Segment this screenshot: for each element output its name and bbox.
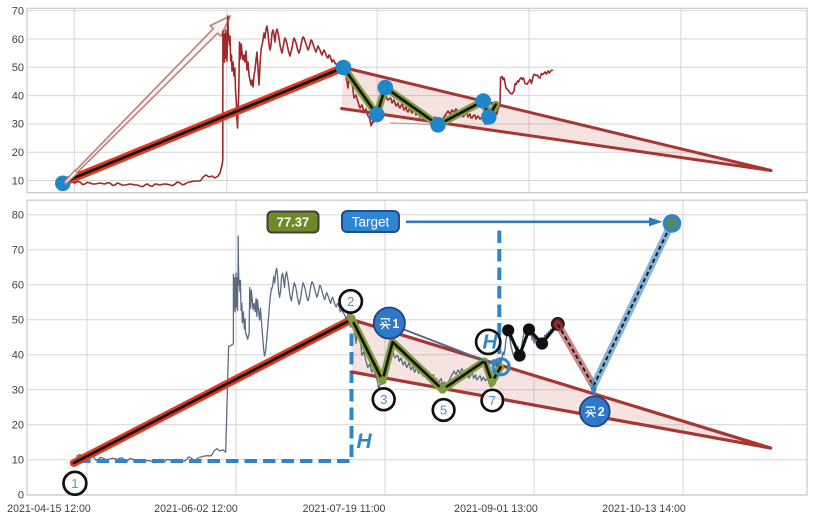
svg-text:60: 60 bbox=[12, 280, 24, 292]
svg-text:40: 40 bbox=[12, 90, 24, 102]
svg-text:2021-07-19 11:00: 2021-07-19 11:00 bbox=[303, 503, 386, 515]
svg-text:80: 80 bbox=[12, 210, 24, 222]
svg-text:2: 2 bbox=[598, 405, 605, 419]
svg-text:7: 7 bbox=[489, 393, 496, 408]
svg-text:60: 60 bbox=[12, 34, 24, 46]
svg-text:H: H bbox=[357, 430, 373, 453]
svg-text:H: H bbox=[483, 331, 499, 354]
svg-text:2021-06-02 12:00: 2021-06-02 12:00 bbox=[154, 503, 238, 515]
svg-text:50: 50 bbox=[12, 315, 24, 327]
svg-text:2021-09-01 13:00: 2021-09-01 13:00 bbox=[454, 503, 538, 515]
svg-text:0: 0 bbox=[18, 490, 24, 502]
svg-text:3: 3 bbox=[380, 392, 387, 407]
svg-text:Target: Target bbox=[352, 215, 390, 230]
svg-text:77.37: 77.37 bbox=[277, 215, 310, 230]
svg-text:2: 2 bbox=[347, 294, 354, 309]
svg-text:10: 10 bbox=[12, 175, 24, 187]
svg-text:40: 40 bbox=[12, 350, 24, 362]
svg-text:5: 5 bbox=[440, 403, 447, 418]
svg-text:70: 70 bbox=[12, 6, 24, 18]
svg-text:20: 20 bbox=[12, 147, 24, 159]
svg-text:70: 70 bbox=[12, 245, 24, 257]
svg-text:1: 1 bbox=[392, 317, 399, 331]
svg-text:50: 50 bbox=[12, 62, 24, 74]
svg-text:30: 30 bbox=[12, 385, 24, 397]
svg-text:2021-04-15 12:00: 2021-04-15 12:00 bbox=[7, 503, 91, 515]
svg-text:2021-10-13 14:00: 2021-10-13 14:00 bbox=[602, 503, 686, 515]
svg-text:1: 1 bbox=[71, 476, 78, 491]
svg-text:10: 10 bbox=[12, 455, 24, 467]
svg-text:30: 30 bbox=[12, 119, 24, 131]
svg-text:20: 20 bbox=[12, 420, 24, 432]
